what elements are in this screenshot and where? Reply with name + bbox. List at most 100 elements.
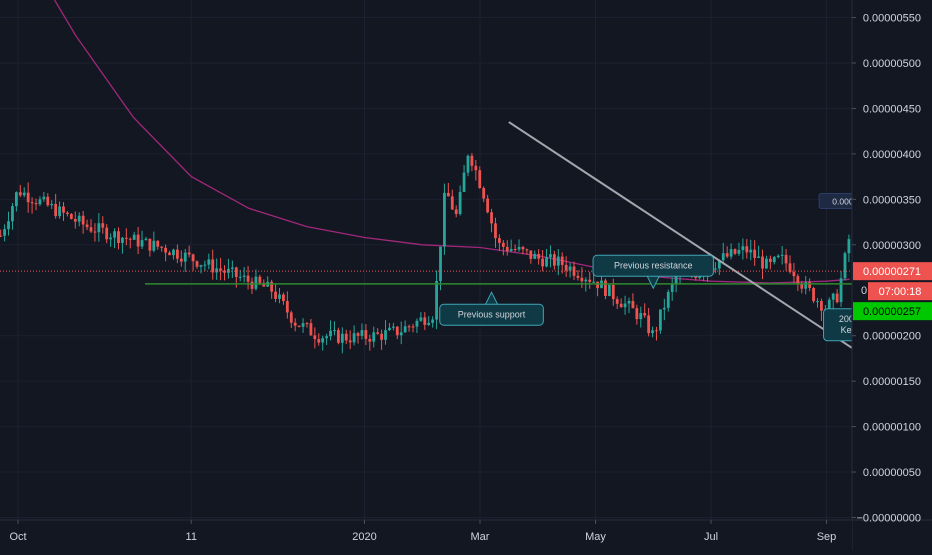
candle-body	[128, 238, 132, 240]
candle-body	[560, 256, 564, 265]
support-price-label: 0.00000257	[863, 306, 921, 318]
candle-body	[423, 317, 427, 325]
candle-body	[529, 250, 533, 259]
candle-body	[517, 246, 521, 250]
candle-body	[780, 254, 784, 256]
candle-body	[238, 276, 242, 278]
candle-body	[38, 199, 42, 205]
candle-body	[254, 276, 258, 289]
partial-tick-label: 0.	[861, 285, 870, 297]
candle-body	[498, 238, 501, 243]
y-tick-label: 0.00000050	[863, 467, 921, 479]
candle-body	[450, 196, 454, 210]
candle-body	[399, 332, 403, 336]
countdown-tag	[868, 282, 932, 301]
candle-body	[30, 202, 34, 204]
candle-body	[22, 192, 26, 196]
candle-body	[69, 213, 73, 219]
countdown-label: 07:00:18	[879, 286, 922, 298]
candle-body	[839, 278, 843, 303]
candle-body	[258, 276, 262, 283]
candle-body	[733, 249, 737, 254]
candle-body	[250, 281, 254, 289]
candle-body	[11, 206, 14, 222]
candle-body	[478, 170, 482, 188]
candle-body	[46, 196, 50, 206]
callout-pointer	[485, 291, 498, 305]
y-tick-label: −0.00000000	[856, 513, 921, 525]
ma-200d-line	[53, 0, 850, 284]
candle-body	[403, 326, 407, 333]
candle-body	[297, 325, 301, 327]
candle-body	[541, 258, 545, 267]
candle-body	[140, 240, 144, 247]
candle-body	[301, 323, 305, 327]
candle-body	[615, 299, 619, 304]
candle-body	[647, 315, 651, 334]
candle-body	[698, 275, 702, 278]
candle-body	[674, 276, 678, 284]
candle-body	[796, 276, 800, 285]
candle-body	[741, 246, 745, 250]
candle-body	[812, 288, 815, 302]
candle-body	[501, 242, 505, 247]
y-tick-label: 0.00000100	[863, 422, 921, 434]
candle-body	[666, 291, 670, 308]
candle-body	[376, 332, 380, 334]
candle-body	[576, 275, 580, 278]
x-tick-label: May	[585, 531, 606, 543]
candle-body	[395, 326, 399, 336]
candle-body	[152, 240, 156, 251]
y-tick-label: 0.00000300	[863, 240, 921, 252]
candle-body	[411, 326, 415, 328]
candle-body	[3, 229, 7, 236]
candle-body	[753, 249, 757, 258]
candle-body	[93, 231, 97, 233]
candle-body	[435, 281, 438, 320]
candle-body	[26, 192, 30, 203]
candle-body	[97, 223, 101, 233]
candle-body	[454, 209, 458, 214]
candle-body	[509, 249, 513, 251]
y-tick-label: 0.00000550	[863, 13, 921, 25]
candle-body	[34, 203, 38, 205]
candle-body	[317, 339, 321, 343]
candle-body	[482, 187, 486, 199]
candle-body	[360, 330, 364, 336]
candle-body	[132, 234, 136, 240]
candle-body	[54, 203, 58, 217]
candle-body	[175, 249, 179, 259]
support-price-tag	[853, 302, 932, 321]
candle-body	[199, 265, 203, 267]
candle-body	[333, 330, 336, 332]
candle-body	[329, 330, 332, 337]
candle-body	[81, 215, 85, 225]
candle-body	[191, 254, 195, 262]
candle-body	[556, 256, 560, 266]
candle-body	[18, 192, 22, 196]
callout-pointer	[646, 276, 660, 290]
x-tick-label: Mar	[471, 531, 490, 543]
candle-body	[486, 198, 490, 213]
candle-body	[364, 330, 368, 339]
candle-body	[121, 237, 124, 243]
candle-body	[847, 239, 851, 254]
candle-body	[568, 266, 572, 271]
candle-body	[109, 237, 113, 240]
candle-body	[168, 252, 171, 256]
candle-body	[552, 254, 556, 266]
candle-body	[765, 258, 768, 269]
candle-body	[549, 254, 552, 258]
candle-body	[470, 155, 474, 166]
candle-body	[545, 257, 548, 267]
candle-body	[14, 192, 18, 207]
candle-body	[800, 284, 804, 289]
candle-body	[164, 247, 168, 253]
candle-body	[776, 255, 780, 258]
candle-body	[843, 253, 847, 279]
candle-body	[380, 333, 383, 340]
candle-body	[179, 258, 183, 262]
candle-body	[270, 281, 274, 292]
